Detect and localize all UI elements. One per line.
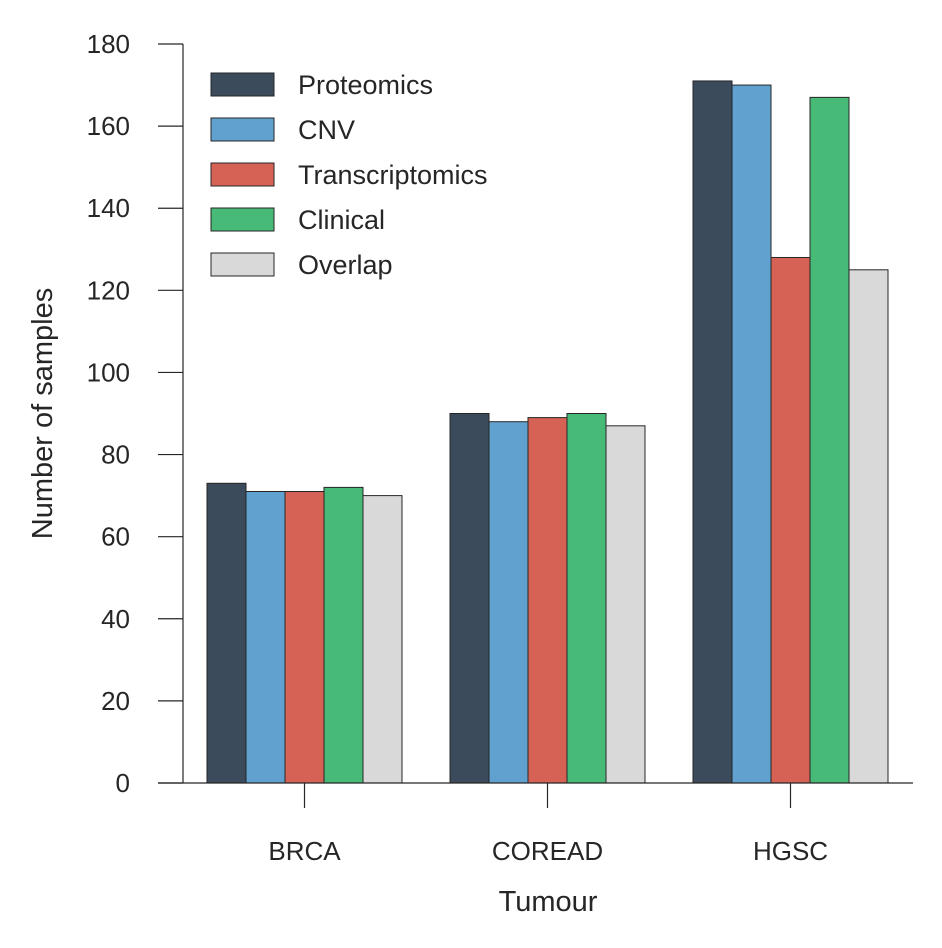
x-tick-label: HGSC xyxy=(753,836,828,866)
legend-swatch-overlap xyxy=(210,252,275,277)
y-tick-label: 60 xyxy=(101,522,130,552)
bars-layer xyxy=(206,80,889,784)
bar-proteomics-coread xyxy=(449,413,490,784)
legend-label-clinical: Clinical xyxy=(298,205,385,235)
x-tick-label: COREAD xyxy=(492,836,603,866)
bar-clinical-hgsc xyxy=(809,96,850,784)
legend-label-overlap: Overlap xyxy=(298,250,393,280)
y-tick-label: 180 xyxy=(87,29,130,59)
legend-label-cnv: CNV xyxy=(298,115,355,145)
y-axis-title: Number of samples xyxy=(27,288,59,539)
bar-cnv-brca xyxy=(245,491,286,784)
legend-swatch-transcriptomics xyxy=(210,162,275,187)
x-axis-ticks: BRCA COREAD HGSC xyxy=(268,783,828,866)
y-tick-label: 20 xyxy=(101,686,130,716)
legend-swatch-proteomics xyxy=(210,72,275,97)
bar-proteomics-brca xyxy=(206,482,247,784)
bar-transcriptomics-brca xyxy=(284,491,325,784)
bar-overlap-coread xyxy=(605,425,646,784)
y-tick-label: 40 xyxy=(101,604,130,634)
bar-clinical-brca xyxy=(323,486,364,784)
y-tick-label: 100 xyxy=(87,357,130,387)
x-tick-label: BRCA xyxy=(268,836,341,866)
bar-transcriptomics-coread xyxy=(527,417,568,784)
y-tick-label: 140 xyxy=(87,193,130,223)
bar-clinical-coread xyxy=(566,413,607,784)
y-tick-label: 160 xyxy=(87,111,130,141)
y-tick-label: 120 xyxy=(87,275,130,305)
legend-label-transcriptomics: Transcriptomics xyxy=(298,160,488,190)
legend-swatch-clinical xyxy=(210,207,275,232)
legend-label-proteomics: Proteomics xyxy=(298,70,433,100)
bar-overlap-brca xyxy=(362,495,403,784)
bar-cnv-coread xyxy=(488,421,529,784)
bar-overlap-hgsc xyxy=(848,269,889,784)
x-axis-title: Tumour xyxy=(499,886,598,918)
legend-swatch-cnv xyxy=(210,117,275,142)
bar-transcriptomics-hgsc xyxy=(770,256,811,784)
bar-proteomics-hgsc xyxy=(692,80,733,784)
bar-cnv-hgsc xyxy=(731,84,772,784)
y-tick-label: 80 xyxy=(101,440,130,470)
y-tick-label: 0 xyxy=(116,768,130,798)
legend: Proteomics CNV Transcriptomics Clinical Over… xyxy=(210,70,488,280)
y-axis-ticks: 0 20 40 60 80 100 120 140 160 180 xyxy=(87,29,183,798)
